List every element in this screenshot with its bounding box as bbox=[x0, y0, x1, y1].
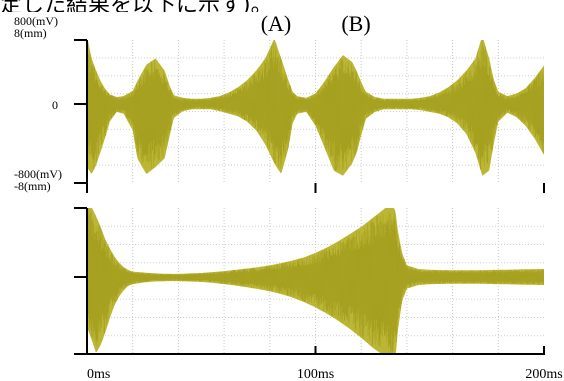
signal-trace-group bbox=[87, 40, 544, 176]
signal-trace bbox=[87, 40, 544, 172]
label-layer: 800(mV)8(mm) 0 -800(mV)-8(mm) 0ms 100ms 200ms… bbox=[14, 11, 563, 381]
x-tick-label: 200ms bbox=[525, 367, 562, 381]
signal-trace-group bbox=[87, 208, 544, 354]
y-tick-label: -800(mV) bbox=[14, 167, 62, 181]
axes-layer bbox=[74, 39, 545, 355]
y-tick-label: 0 bbox=[52, 98, 58, 112]
figure-caption-clip: 定した結果を以下に示す)。 bbox=[0, 0, 564, 12]
x-tick-label: 100ms bbox=[297, 367, 334, 381]
signal-layer bbox=[87, 40, 544, 354]
figure-caption-partial: 定した結果を以下に示す)。 bbox=[0, 0, 273, 12]
signal-trace bbox=[87, 208, 544, 354]
y-tick-label: 800(mV) bbox=[14, 14, 58, 28]
x-tick-label: 0ms bbox=[87, 367, 110, 381]
annotation-label: (B) bbox=[341, 11, 370, 36]
y-tick-label: 8(mm) bbox=[14, 26, 47, 40]
annotation-label: (A) bbox=[261, 11, 292, 36]
y-tick-label: -8(mm) bbox=[14, 179, 51, 193]
